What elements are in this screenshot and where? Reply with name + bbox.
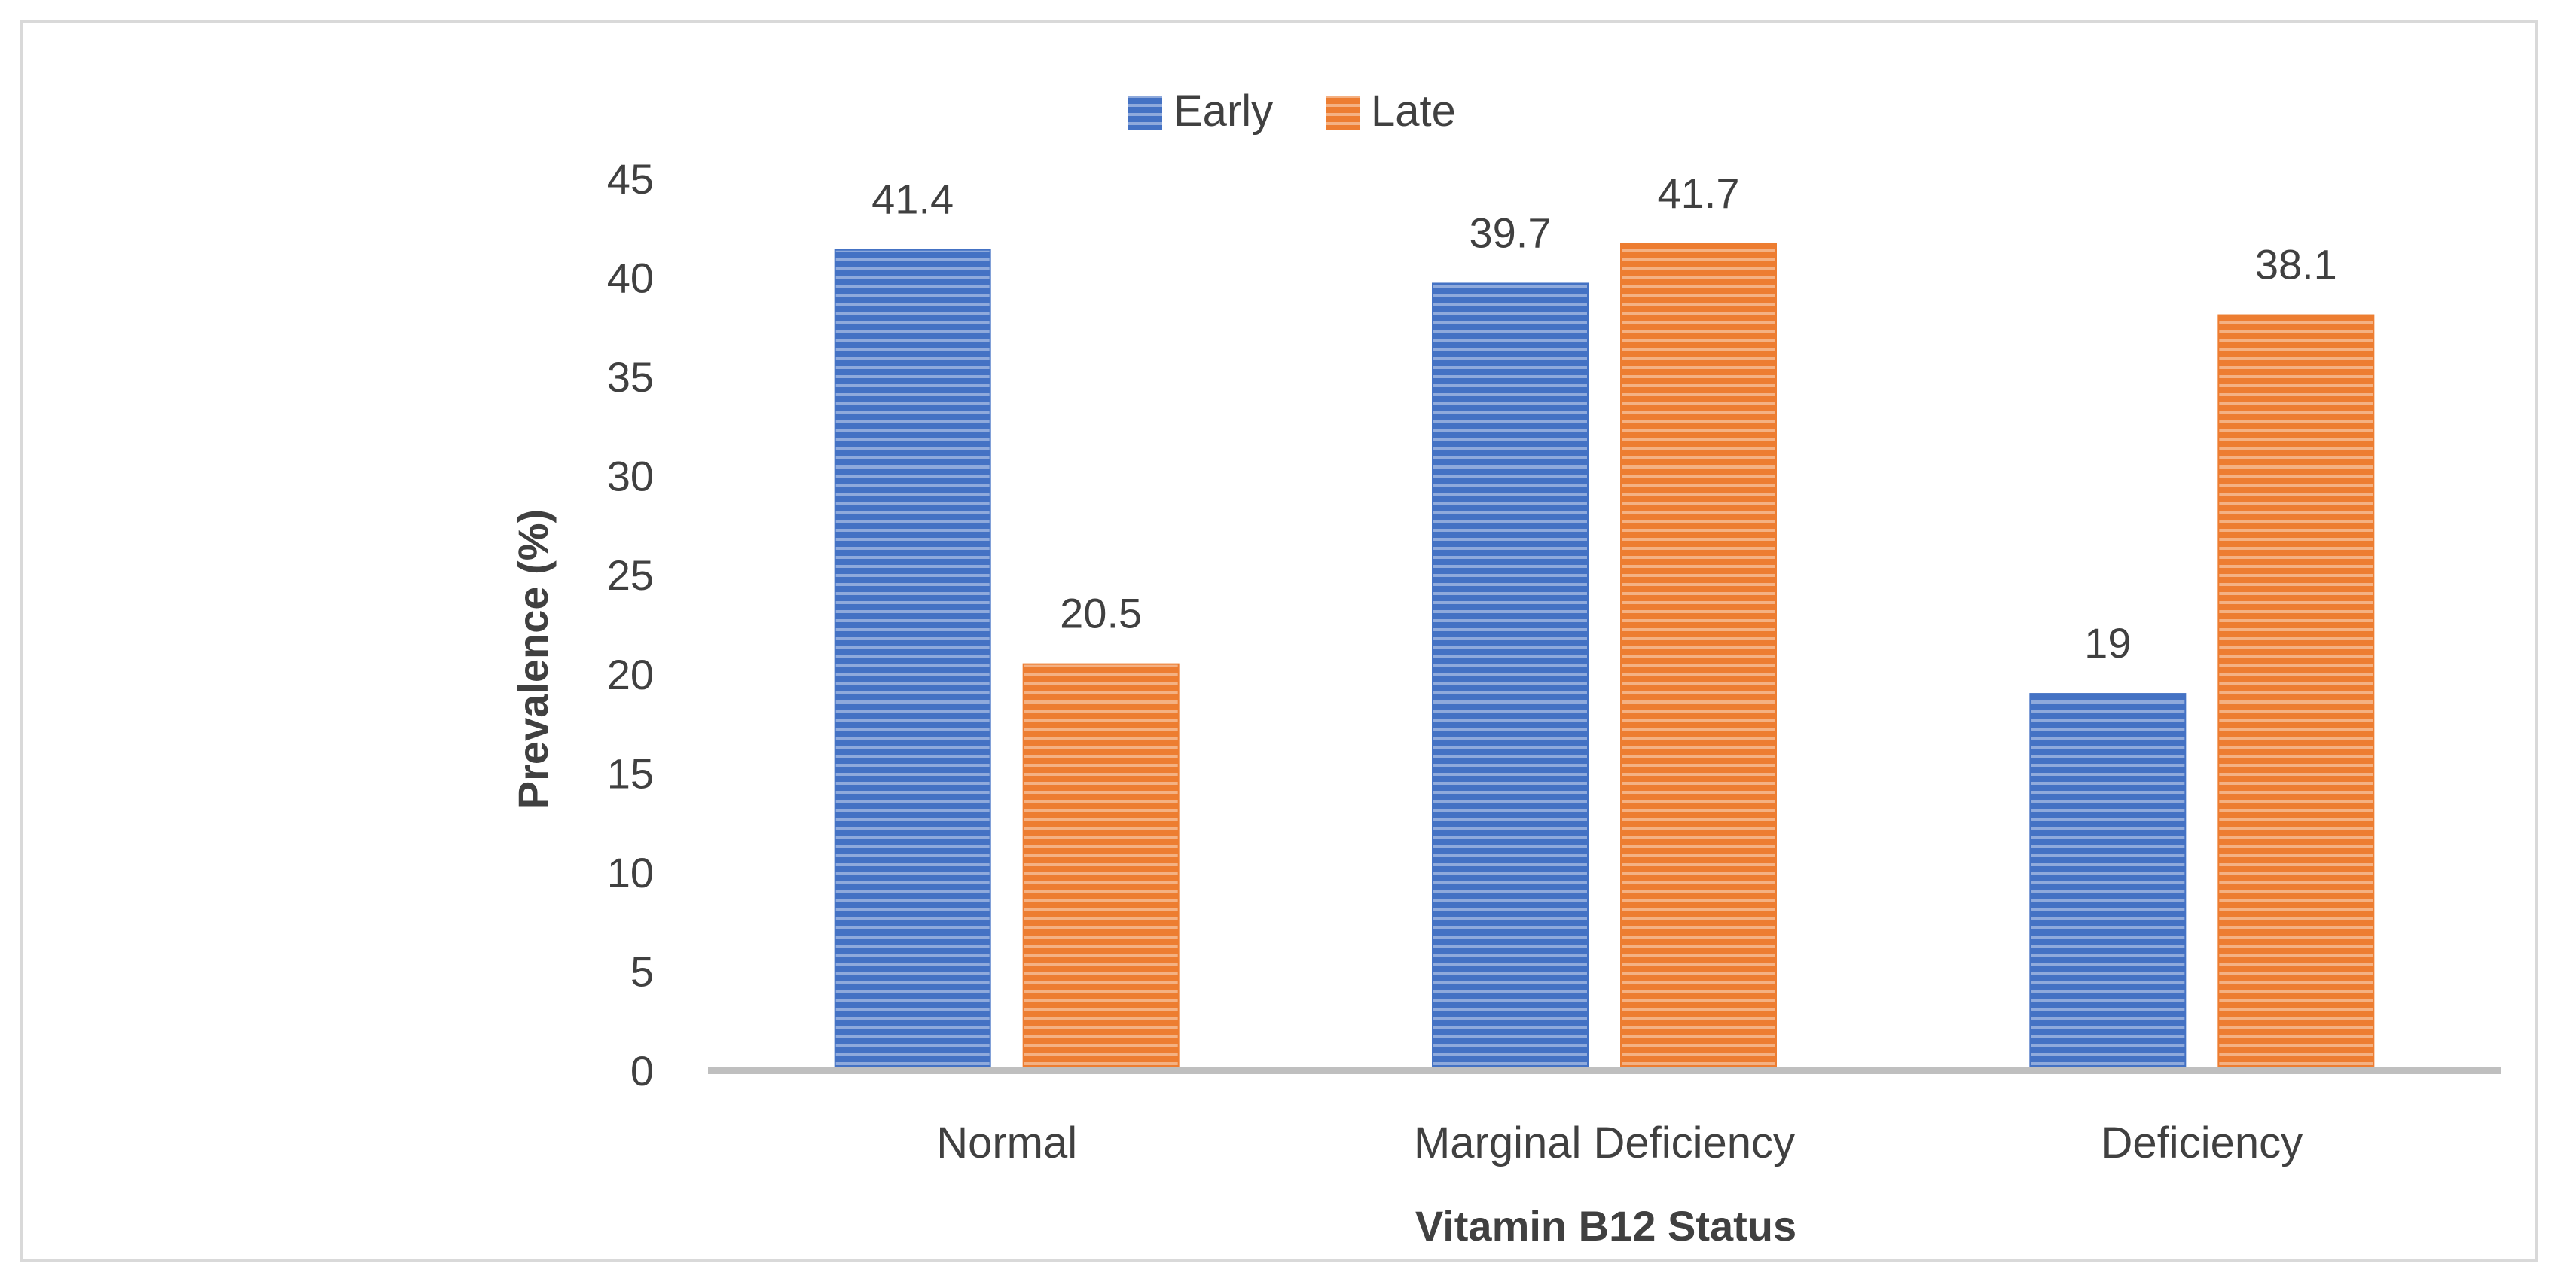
y-tick-label: 15 [607, 749, 654, 797]
y-tick-label: 35 [607, 353, 654, 401]
x-axis-title: Vitamin B12 Status [1415, 1202, 1796, 1250]
bar-late [2217, 314, 2375, 1071]
y-axis-title: Prevalence (%) [509, 509, 557, 809]
legend-swatch-late [1326, 96, 1360, 130]
x-category-label: Deficiency [2101, 1119, 2303, 1167]
bar-early [834, 249, 991, 1072]
legend-label-early: Early [1174, 87, 1273, 136]
y-tick-label: 25 [607, 551, 654, 599]
bar-early [2029, 693, 2187, 1071]
y-tick-label: 45 [607, 155, 654, 203]
data-label-early: 39.7 [1470, 209, 1552, 256]
data-label-late: 38.1 [2255, 241, 2337, 288]
x-category-label: Normal [936, 1119, 1077, 1167]
y-axis-ticks: 0 5 10 15 20 25 30 35 40 45 [607, 155, 654, 1094]
legend: Early Late [1128, 87, 1456, 136]
data-label-late: 20.5 [1060, 590, 1142, 637]
bars [834, 243, 2375, 1072]
data-labels: 41.4 20.5 39.7 41.7 19 38.1 [871, 169, 2337, 667]
bar-late [1620, 243, 1777, 1071]
data-label-late: 41.7 [1658, 169, 1740, 217]
y-tick-label: 5 [630, 948, 654, 995]
legend-label-late: Late [1371, 87, 1456, 136]
data-label-early: 41.4 [871, 176, 954, 223]
y-tick-label: 30 [607, 453, 654, 500]
legend-swatch-early [1128, 96, 1162, 130]
x-category-label: Marginal Deficiency [1414, 1119, 1795, 1167]
category-labels: Normal Marginal Deficiency Deficiency [936, 1119, 2303, 1167]
data-label-early: 19 [2084, 619, 2131, 667]
y-tick-label: 10 [607, 849, 654, 896]
y-tick-label: 40 [607, 255, 654, 302]
bar-late [1022, 663, 1180, 1071]
y-tick-label: 0 [630, 1047, 654, 1094]
y-tick-label: 20 [607, 651, 654, 698]
bar-early [1432, 282, 1589, 1072]
